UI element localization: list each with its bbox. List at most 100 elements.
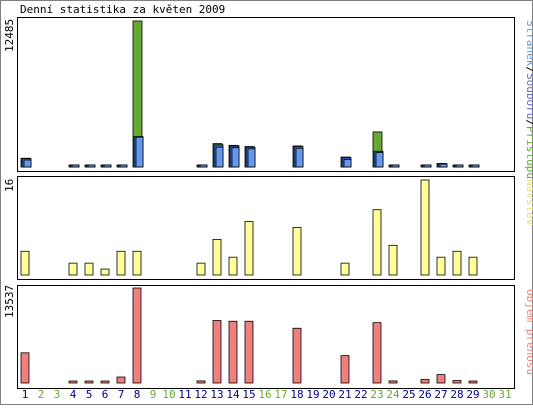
bar-strnek-day-12 xyxy=(199,164,208,168)
bar-strnek-day-29 xyxy=(471,164,480,168)
x-tick-label-day-23: 23 xyxy=(370,388,383,401)
panel-visits-frame xyxy=(17,176,515,280)
x-tick-label-day-21: 21 xyxy=(338,388,351,401)
x-tick-label-day-28: 28 xyxy=(450,388,463,401)
x-tick-label-day-20: 20 xyxy=(322,388,335,401)
bar-strnek-day-21 xyxy=(343,158,352,168)
bar-visits-day-13 xyxy=(212,238,222,276)
legend-sep-1: / xyxy=(524,66,533,73)
x-tick-label-day-13: 13 xyxy=(210,388,223,401)
x-axis-day-labels: 1 2 3 4 5 6 7 8 9 10 11 12 13 14 15 16 17 18 19 20 21 22 23 24 2… xyxy=(22,388,512,401)
bar-volume-day-29 xyxy=(468,380,478,384)
x-tick-label-day-18: 18 xyxy=(290,388,303,401)
x-tick-label-day-17: 17 xyxy=(274,388,287,401)
x-tick-label-day-11: 11 xyxy=(178,388,191,401)
x-tick-label-day-1: 1 xyxy=(22,388,29,401)
x-tick-label-day-29: 29 xyxy=(466,388,479,401)
bar-volume-day-15 xyxy=(244,320,254,384)
legend-sep-2: / xyxy=(524,119,533,126)
bar-strnek-day-8 xyxy=(135,136,144,168)
bar-volume-day-27 xyxy=(436,374,446,384)
bar-volume-day-6 xyxy=(100,380,110,384)
x-tick-label-day-24: 24 xyxy=(386,388,400,401)
bar-strnek-day-4 xyxy=(71,164,80,168)
x-tick-label-day-10: 10 xyxy=(162,388,175,401)
bar-volume-day-8 xyxy=(132,287,142,384)
bar-strnek-day-7 xyxy=(119,164,128,168)
legend-hits: Přístupů xyxy=(524,126,533,179)
panel-hits-frame xyxy=(17,17,515,172)
panel-volume-frame xyxy=(17,285,515,389)
x-tick-label-day-15: 15 xyxy=(242,388,255,401)
bar-visits-day-12 xyxy=(196,262,206,276)
x-tick-label-day-9: 9 xyxy=(150,388,157,401)
bar-visits-day-26 xyxy=(420,179,430,276)
bar-strnek-day-15 xyxy=(247,148,256,168)
bar-visits-day-8 xyxy=(132,250,142,276)
x-tick-label-day-27: 27 xyxy=(434,388,447,401)
panel-hits-bars xyxy=(20,20,480,168)
panel-volume-legend: Objem přenosu xyxy=(524,289,533,375)
bar-strnek-day-1 xyxy=(23,159,32,168)
x-tick-label-day-5: 5 xyxy=(86,388,93,401)
bar-visits-day-6 xyxy=(100,268,110,276)
x-tick-label-day-31: 31 xyxy=(498,388,511,401)
panel-visits-legend: Návštěv xyxy=(524,179,533,226)
x-tick-label-day-25: 25 xyxy=(402,388,415,401)
x-tick-label-day-12: 12 xyxy=(194,388,207,401)
bar-volume-day-7 xyxy=(116,376,126,384)
panel-visits-bars xyxy=(20,179,478,276)
x-tick-label-day-14: 14 xyxy=(226,388,240,401)
bar-visits-day-24 xyxy=(388,244,398,276)
bar-strnek-day-27 xyxy=(439,163,448,168)
bar-visits-day-1 xyxy=(20,250,30,276)
x-tick-label-day-16: 16 xyxy=(258,388,271,401)
panel-hits-legend: Stránek/Souborů/Přístupů xyxy=(524,20,533,179)
bar-strnek-day-5 xyxy=(87,164,96,168)
bar-visits-day-27 xyxy=(436,256,446,276)
x-tick-label-day-6: 6 xyxy=(102,388,109,401)
bar-volume-day-26 xyxy=(420,379,430,384)
bar-visits-day-5 xyxy=(84,262,94,276)
x-tick-label-day-4: 4 xyxy=(70,388,77,401)
bar-visits-day-14 xyxy=(228,256,238,276)
bar-volume-day-18 xyxy=(292,327,302,384)
x-tick-label-day-7: 7 xyxy=(118,388,125,401)
bar-volume-day-24 xyxy=(388,380,398,384)
x-tick-label-day-22: 22 xyxy=(354,388,367,401)
legend-pages: Stránek xyxy=(524,20,533,67)
bar-strnek-day-24 xyxy=(391,164,400,168)
bar-volume-day-23 xyxy=(372,322,382,384)
legend-files: Souborů xyxy=(524,73,533,119)
bar-visits-day-7 xyxy=(116,250,126,276)
bar-strnek-day-18 xyxy=(295,147,304,168)
bar-strnek-day-13 xyxy=(215,146,224,168)
chart-title: Denní statistika za květen 2009 xyxy=(20,3,225,16)
x-tick-label-day-2: 2 xyxy=(38,388,45,401)
x-tick-label-day-26: 26 xyxy=(418,388,431,401)
panel-volume-bars xyxy=(20,287,478,384)
bar-visits-day-4 xyxy=(68,262,78,276)
bar-volume-day-13 xyxy=(212,320,222,384)
bar-volume-day-5 xyxy=(84,380,94,384)
bar-visits-day-28 xyxy=(452,250,462,276)
bar-volume-day-4 xyxy=(68,380,78,384)
bar-strnek-day-26 xyxy=(423,164,432,168)
bar-volume-day-14 xyxy=(228,320,238,384)
panel-visits-ymax: 16 xyxy=(3,179,16,192)
bar-volume-day-21 xyxy=(340,355,350,384)
bar-visits-day-15 xyxy=(244,221,254,276)
x-tick-label-day-19: 19 xyxy=(306,388,319,401)
bar-visits-day-21 xyxy=(340,262,350,276)
bar-strnek-day-14 xyxy=(231,147,240,168)
bar-volume-day-1 xyxy=(20,352,30,384)
bar-strnek-day-6 xyxy=(103,164,112,168)
x-tick-label-day-3: 3 xyxy=(54,388,61,401)
x-tick-label-day-30: 30 xyxy=(482,388,495,401)
panel-hits-ymax: 12485 xyxy=(3,19,16,52)
bar-visits-day-18 xyxy=(292,227,302,276)
bar-volume-day-12 xyxy=(196,380,206,384)
